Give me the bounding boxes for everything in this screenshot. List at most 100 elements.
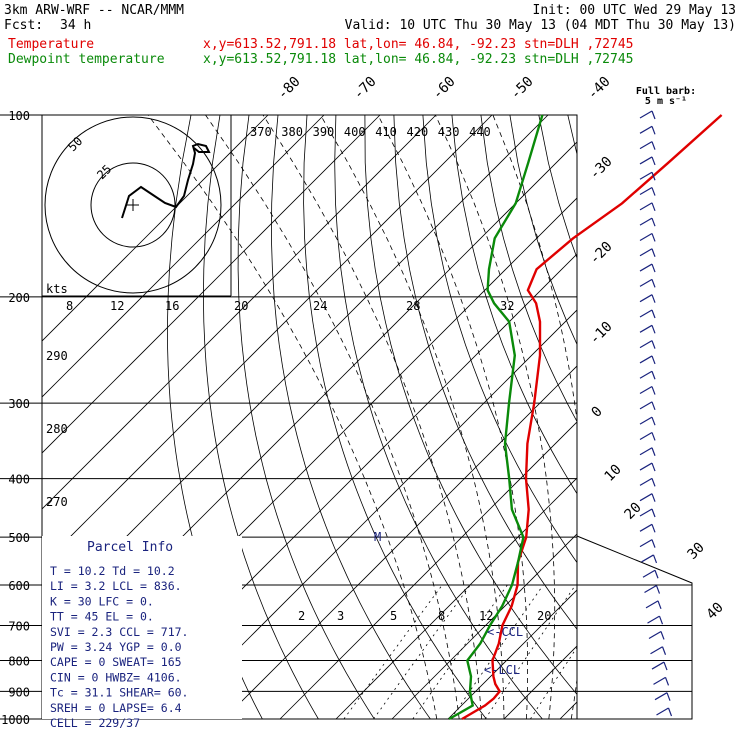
wind-barb [639, 386, 653, 395]
model-title: 3km ARW-WRF -- NCAR/MMM [4, 3, 184, 18]
wind-barb [654, 692, 668, 701]
parcel-info-row: SREH = 0 LAPSE= 6.4 [50, 701, 182, 715]
dewpoint-legend-info: x,y=613.52,791.18 lat,lon= 46.84, -92.23… [203, 52, 633, 67]
dry-adiabat-line [567, 115, 577, 157]
wind-barb-flag [651, 493, 656, 502]
wind-barb-flag [651, 202, 656, 212]
dry-adiabat-line [713, 115, 740, 719]
dry-adiabat-line [270, 115, 431, 719]
wind-barb [639, 493, 653, 502]
pressure-label: 700 [8, 619, 30, 633]
wind-barb [639, 248, 653, 257]
theta-e-label: 280 [46, 422, 68, 436]
wind-barb [639, 125, 653, 134]
wind-barb-flag [651, 355, 656, 365]
pressure-label: 200 [8, 291, 30, 305]
wind-barb [644, 585, 657, 594]
wind-barb [650, 646, 663, 655]
dewpoint-trace [448, 114, 544, 721]
isotherm-top-labels: -80 -70 -60 -50 -40 [275, 74, 614, 103]
parcel-info-row: CIN = 0 HWBZ= 4106. [50, 670, 182, 684]
wind-barb [647, 615, 660, 624]
isotherm-top-label: -40 [585, 74, 614, 103]
wind-barb [639, 523, 653, 532]
dry-adiabat-line [202, 115, 319, 719]
forecast-hours: 34 h [60, 18, 91, 33]
pressure-label: 600 [8, 579, 30, 593]
isotherm-line [559, 701, 577, 719]
isobar-lines [0, 114, 577, 720]
isotherm-right-labels: -30 -20 -10 0 10 20 30 40 [587, 154, 727, 623]
wind-barb-flag [651, 309, 656, 319]
wind-barb [639, 232, 653, 241]
wind-barb-flag [651, 340, 656, 349]
dry-adiabat-line [451, 115, 577, 495]
wetbulb-label: 20 [234, 299, 248, 313]
hodograph-trace [121, 142, 211, 219]
wind-barb [639, 141, 653, 150]
wind-barb [639, 187, 653, 196]
pressure-label: 800 [8, 654, 30, 668]
wind-barb [639, 217, 653, 226]
pressure-label: 900 [8, 685, 30, 699]
wind-barb [639, 539, 653, 548]
isotherm-line [616, 115, 740, 719]
wind-barb-flag [651, 524, 656, 533]
wind-barb [639, 156, 653, 165]
parcel-info-background [42, 536, 242, 719]
forecast-label: Fcst: [4, 18, 43, 33]
temperature-trace [461, 114, 723, 721]
wind-barb [639, 508, 653, 517]
theta-label: 440 [469, 125, 491, 139]
isotherm-line [223, 365, 577, 719]
wetbulb-label: 24 [313, 299, 327, 313]
parcel-info-row: T = 10.2 Td = 10.2 [50, 564, 175, 578]
isotherm-top-label: -70 [351, 74, 380, 103]
barb-legend-line2: 5 m s⁻¹ [645, 96, 687, 107]
dry-adiabat-line [480, 115, 577, 423]
wind-barb-flag [651, 187, 656, 196]
dry-adiabat-line [303, 115, 487, 719]
temperature-legend-info: x,y=613.52,791.18 lat,lon= 46.84, -92.23… [203, 37, 633, 52]
pressure-label: 400 [8, 473, 30, 487]
valid-time: Valid: 10 UTC Thu 30 May 13 (04 MDT Thu … [345, 18, 736, 33]
moist-adiabat-line [377, 115, 528, 719]
isotherm-right-label: 0 [589, 404, 606, 421]
mixing-ratio-label: 5 [390, 609, 397, 623]
pressure-label: 100 [8, 109, 30, 123]
isotherm-top-label: -60 [430, 74, 459, 103]
wind-barb [639, 171, 653, 180]
wind-barb-flag [651, 279, 656, 288]
isotherm-top-label: -50 [508, 74, 537, 103]
wetbulb-label: 16 [165, 299, 179, 313]
isotherm-right-label: 40 [704, 600, 727, 623]
isotherm-line [42, 115, 381, 454]
wind-barb [639, 278, 653, 287]
theta-label: 410 [375, 125, 397, 139]
isotherm-right-label: -10 [587, 319, 616, 348]
wind-barb-flag [651, 248, 656, 257]
wind-barb-flag [651, 539, 656, 548]
mixing-ratio-labels: 2 3 5 8 12 20 [298, 609, 551, 623]
lower-extension-isobars [577, 584, 692, 692]
temperature-legend-label: Temperature [8, 37, 94, 52]
dry-adiabat-line [655, 115, 740, 719]
wind-barb-flag [666, 692, 671, 701]
wind-barb [639, 294, 653, 303]
isotherm-right-label: -20 [587, 239, 616, 268]
parcel-info-row: K = 30 LFC = 0. [50, 594, 154, 608]
wind-barb [639, 263, 653, 272]
wind-barb-flag [663, 661, 668, 671]
moist-adiabat-line [147, 115, 438, 719]
dry-adiabat-line [237, 115, 375, 719]
wind-barb-flag [651, 263, 656, 273]
wind-barb-flag [651, 508, 656, 518]
dry-adiabat-line [364, 115, 577, 695]
wind-barb [639, 110, 653, 119]
dry-adiabat-line [626, 115, 740, 719]
moist-adiabat-line [205, 115, 460, 719]
wind-barb [639, 355, 653, 364]
wind-barb-flag [651, 141, 656, 150]
wind-barb-flag [651, 325, 656, 334]
wind-barb-flag [654, 570, 659, 579]
